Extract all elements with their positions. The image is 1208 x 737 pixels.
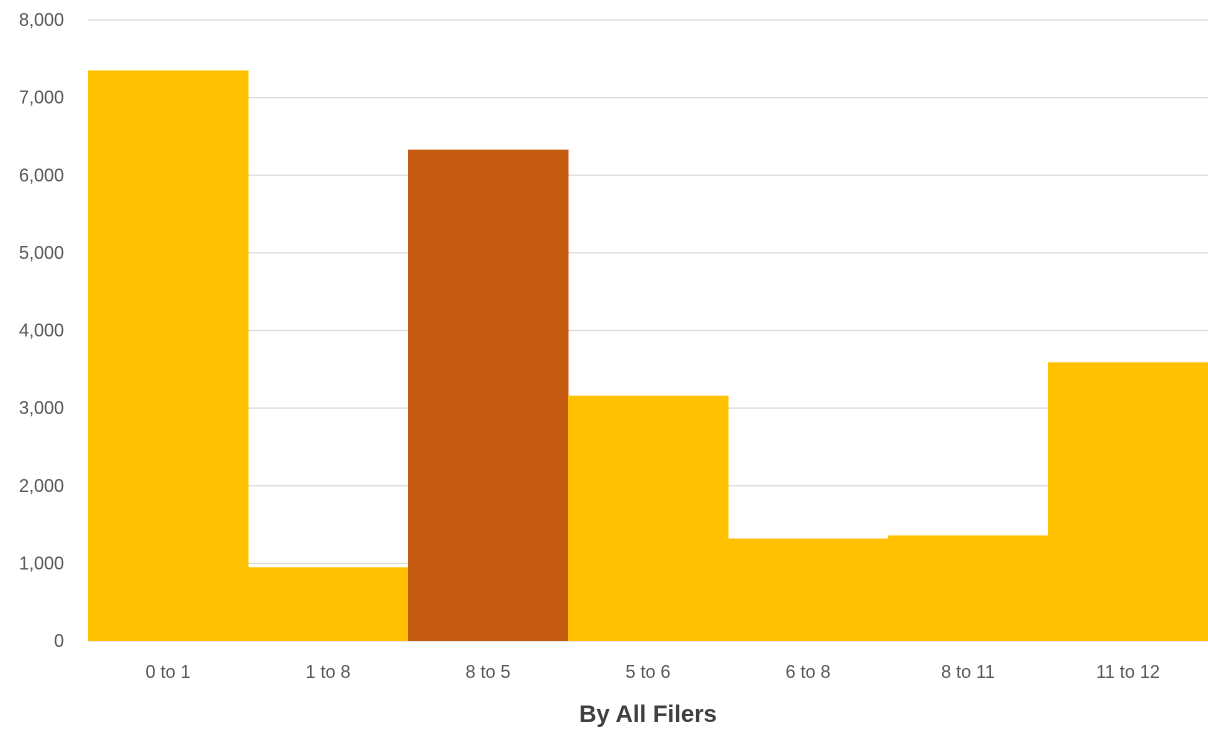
x-tick-label: 8 to 5 — [465, 662, 510, 682]
y-tick-label: 0 — [54, 631, 64, 651]
x-tick-label: 11 to 12 — [1096, 662, 1160, 682]
bar-8-to-5 — [408, 149, 569, 642]
x-axis-ticks: 0 to 1 1 to 8 8 to 5 5 to 6 6 to 8 8 to 11 11 … — [145, 662, 1159, 682]
y-tick-label: 5,000 — [19, 243, 64, 263]
y-tick-label: 7,000 — [19, 88, 64, 108]
y-tick-label: 6,000 — [19, 165, 64, 185]
bar-5-to-6 — [568, 395, 729, 641]
bars — [88, 70, 1208, 642]
gridlines — [88, 19, 1208, 642]
bar-0-to-1 — [88, 70, 249, 642]
bar-1-to-8 — [248, 567, 409, 641]
bar-8-to-11 — [888, 535, 1049, 641]
x-tick-label: 0 to 1 — [145, 662, 190, 682]
x-tick-label: 5 to 6 — [625, 662, 670, 682]
y-tick-label: 4,000 — [19, 321, 64, 341]
bar-11-to-12 — [1048, 362, 1208, 641]
y-tick-label: 8,000 — [19, 10, 64, 30]
bar-6-to-8 — [728, 538, 889, 641]
y-tick-label: 1,000 — [19, 553, 64, 573]
y-tick-label: 3,000 — [19, 398, 64, 418]
x-tick-label: 8 to 11 — [941, 662, 995, 682]
y-axis-ticks: 0 1,000 2,000 3,000 4,000 5,000 6,000 7,000 8,00… — [19, 10, 64, 651]
x-axis-title: By All Filers — [579, 701, 717, 728]
y-tick-label: 2,000 — [19, 476, 64, 496]
x-tick-label: 6 to 8 — [785, 662, 830, 682]
x-tick-label: 1 to 8 — [305, 662, 350, 682]
